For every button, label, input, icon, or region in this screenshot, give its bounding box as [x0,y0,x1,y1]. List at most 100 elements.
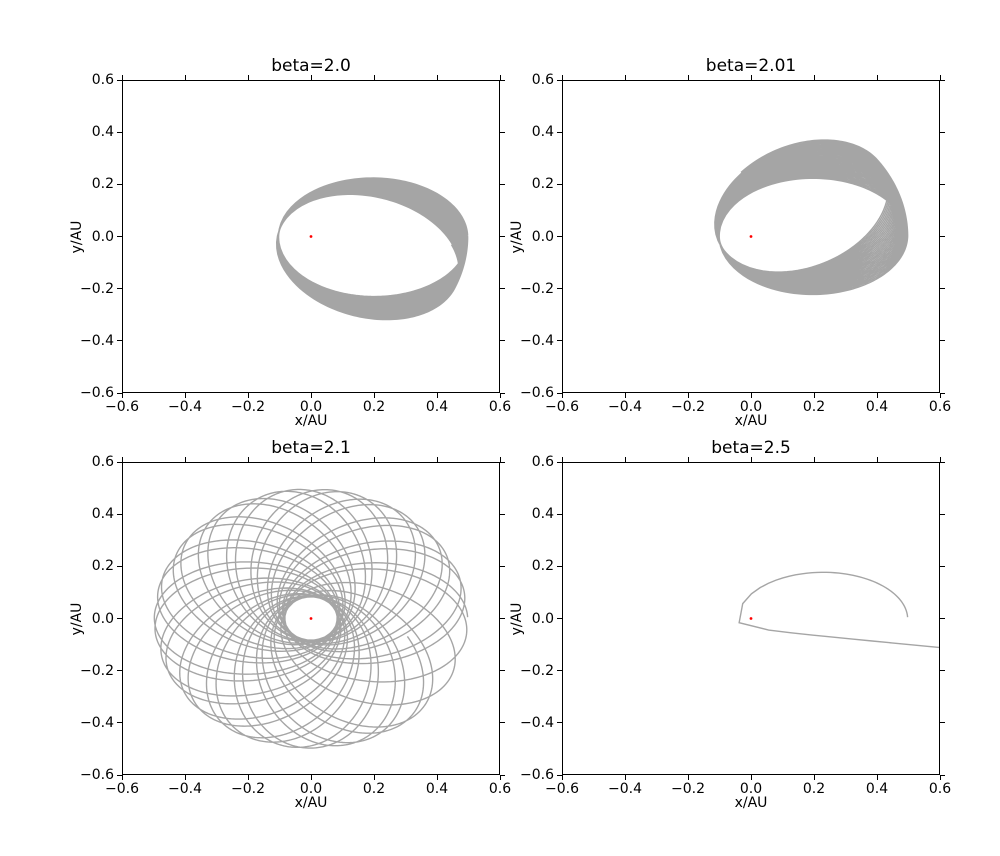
ytick-mark [940,775,945,776]
ytick-mark [117,566,122,567]
xtick-label: 0.2 [803,399,825,415]
xtick-label: 0.2 [363,781,385,797]
subplot-0-xlabel: x/AU [122,413,500,429]
subplot-1-title: beta=2.01 [562,56,940,76]
xtick-mark [688,457,689,462]
ytick-mark [117,236,122,237]
xtick-mark [688,75,689,80]
figure: beta=2.0 y/AU x/AU −0.6−0.4−0.20.00.20.4… [0,0,1000,856]
xtick-mark [437,775,438,780]
xtick-mark [185,393,186,398]
xtick-mark [814,393,815,398]
xtick-label: −0.6 [545,781,579,797]
ytick-label: 0.6 [518,72,554,88]
ytick-mark [557,618,562,619]
xtick-mark [751,393,752,398]
xtick-mark [311,393,312,398]
ytick-label: 0.6 [78,72,114,88]
xtick-label: −0.4 [168,399,202,415]
subplot-3-plot-area [562,462,940,775]
ytick-label: −0.4 [518,715,554,731]
xtick-label: 0.4 [866,399,888,415]
ytick-mark [557,462,562,463]
ytick-mark [557,184,562,185]
xtick-label: 0.6 [489,399,511,415]
xtick-label: 0.4 [426,399,448,415]
center-marker [750,235,753,238]
xtick-mark [814,775,815,780]
ytick-mark [117,514,122,515]
ytick-mark [500,566,505,567]
xtick-mark [248,775,249,780]
center-marker [750,617,753,620]
xtick-mark [374,393,375,398]
ytick-label: −0.4 [518,333,554,349]
ytick-label: 0.4 [518,124,554,140]
ytick-mark [500,288,505,289]
subplot-1-xlabel: x/AU [562,413,940,429]
ytick-mark [117,775,122,776]
xtick-mark [877,393,878,398]
ytick-label: −0.6 [518,767,554,783]
xtick-mark [185,75,186,80]
ytick-mark [940,393,945,394]
xtick-label: −0.4 [608,399,642,415]
subplot-2: beta=2.1 y/AU x/AU −0.6−0.4−0.20.00.20.4… [122,462,500,775]
xtick-label: −0.6 [105,781,139,797]
xtick-label: 0.2 [363,399,385,415]
subplot-1: beta=2.01 y/AU x/AU −0.6−0.4−0.20.00.20.… [562,80,940,393]
ytick-mark [500,514,505,515]
ytick-label: −0.6 [78,767,114,783]
subplot-3: beta=2.5 y/AU x/AU −0.6−0.4−0.20.00.20.4… [562,462,940,775]
ytick-label: 0.4 [78,506,114,522]
ytick-label: 0.2 [518,176,554,192]
ytick-mark [117,184,122,185]
ytick-mark [940,80,945,81]
xtick-mark [877,75,878,80]
xtick-mark [248,393,249,398]
ytick-mark [940,618,945,619]
ytick-label: 0.4 [518,506,554,522]
subplot-2-title: beta=2.1 [122,438,500,458]
ytick-label: −0.2 [518,663,554,679]
ytick-mark [117,80,122,81]
ytick-mark [500,132,505,133]
subplot-2-orbit [123,463,499,774]
xtick-mark [625,75,626,80]
ytick-label: −0.2 [518,281,554,297]
xtick-label: 0.0 [740,781,762,797]
ytick-label: −0.4 [78,715,114,731]
ytick-mark [940,236,945,237]
xtick-mark [625,393,626,398]
ytick-label: 0.0 [78,611,114,627]
xtick-label: −0.2 [671,781,705,797]
ytick-mark [117,670,122,671]
xtick-mark [751,457,752,462]
subplot-0-orbit [123,81,499,392]
xtick-mark [311,75,312,80]
xtick-label: −0.6 [105,399,139,415]
ytick-label: 0.2 [78,558,114,574]
xtick-mark [311,775,312,780]
xtick-mark [562,393,563,398]
xtick-mark [374,775,375,780]
xtick-mark [185,457,186,462]
subplot-1-plot-area [562,80,940,393]
ytick-label: 0.6 [518,454,554,470]
ytick-mark [500,393,505,394]
subplot-3-xlabel: x/AU [562,795,940,811]
ytick-mark [500,775,505,776]
ytick-mark [940,340,945,341]
xtick-mark [437,393,438,398]
xtick-label: 0.0 [300,399,322,415]
ytick-mark [117,393,122,394]
ytick-label: 0.4 [78,124,114,140]
ytick-mark [940,514,945,515]
subplot-3-title: beta=2.5 [562,438,940,458]
xtick-mark [374,75,375,80]
xtick-mark [814,75,815,80]
xtick-label: 0.0 [300,781,322,797]
center-marker [310,235,313,238]
ytick-mark [500,184,505,185]
xtick-label: −0.6 [545,399,579,415]
